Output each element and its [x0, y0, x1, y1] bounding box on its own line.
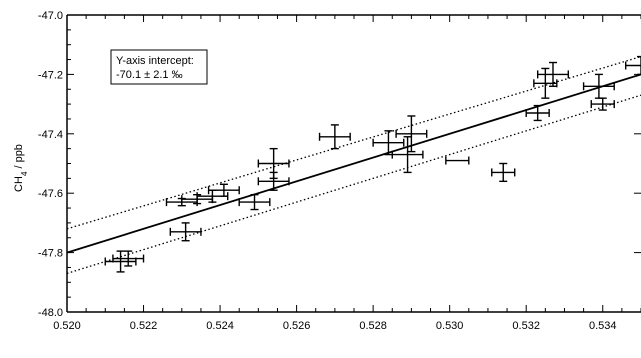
x-tick-label: 0.520: [53, 320, 81, 332]
y-tick-label: -47.0: [38, 10, 63, 22]
annotation-line-1: Y-axis intercept:: [116, 55, 194, 67]
data-point: [169, 222, 202, 242]
data-point: [207, 183, 240, 197]
data-point: [445, 156, 470, 165]
data-point: [582, 73, 615, 99]
lower-confidence-band: [66, 94, 641, 275]
data-point: [590, 97, 615, 111]
data-point: [318, 124, 351, 150]
data-point: [491, 162, 516, 183]
regression-line-group: [66, 73, 641, 254]
annotation-line-2: -70.1 ± 2.1 ‰: [116, 69, 183, 81]
y-axis-label-subscript: 4: [20, 171, 29, 176]
annotation-box: Y-axis intercept: -70.1 ± 2.1 ‰: [110, 49, 208, 85]
data-point: [525, 104, 550, 122]
y-tick-label: -47.4: [38, 129, 63, 141]
ticks: 0.520 0.522 0.524 0.526 0.528 0.530 0.532 0.534…: [38, 10, 641, 332]
data-point: [536, 61, 569, 87]
x-tick-label: 0.532: [512, 320, 540, 332]
x-tick-label: 0.524: [206, 320, 234, 332]
data-point: [624, 55, 641, 76]
y-tick-label: -47.8: [38, 248, 63, 260]
x-tick-label: 0.522: [130, 320, 158, 332]
x-tick-label: 0.528: [359, 320, 387, 332]
data-point: [372, 130, 405, 156]
data-point: [238, 193, 271, 211]
regression-line: [66, 73, 641, 254]
x-tick-label: 0.534: [589, 320, 617, 332]
y-axis-label: CH4 / ppb: [13, 144, 29, 192]
data-point: [395, 115, 428, 153]
confidence-bands: [66, 55, 641, 275]
annotation-frame: [110, 49, 208, 85]
data-points: [104, 55, 641, 273]
data-point: [104, 250, 137, 273]
y-axis-label-unit: / ppb: [13, 144, 25, 172]
y-tick-label: -47.6: [38, 188, 63, 200]
y-tick-label: -48.0: [38, 307, 63, 319]
y-axis-label-main: CH: [13, 176, 25, 192]
data-point: [257, 171, 290, 191]
y-tick-label: -47.2: [38, 69, 63, 81]
x-tick-label: 0.526: [283, 320, 311, 332]
x-tick-label: 0.530: [436, 320, 464, 332]
data-point: [112, 250, 145, 267]
data-point: [391, 136, 424, 174]
